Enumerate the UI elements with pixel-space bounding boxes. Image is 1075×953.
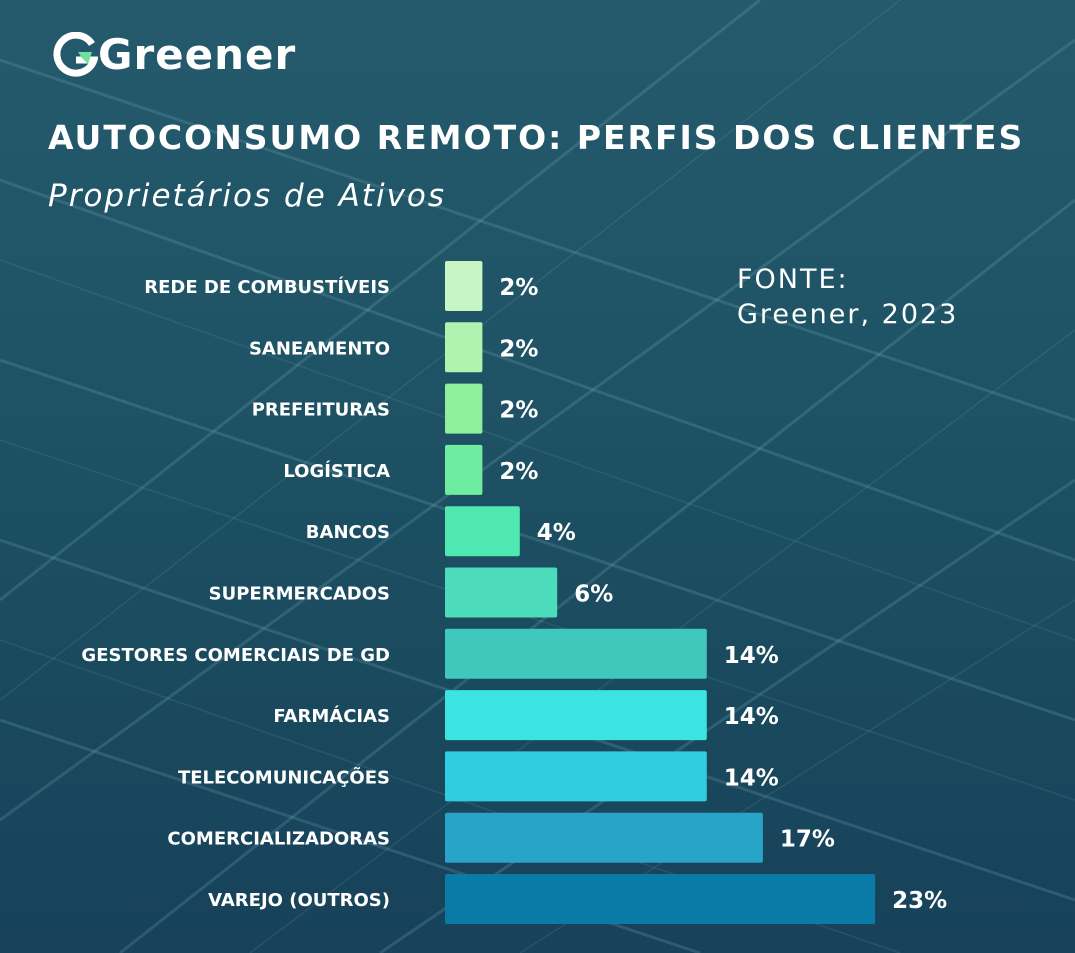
value-label-7: 14% [724, 704, 779, 730]
bar-2 [445, 383, 483, 434]
category-label-9: COMERCIALIZADORAS [167, 829, 390, 850]
greener-logo-icon [53, 32, 98, 77]
brand-name: Greener [98, 30, 297, 79]
bar-0 [445, 261, 483, 311]
bar-6 [445, 628, 707, 679]
value-label-2: 2% [499, 398, 538, 424]
brand-logo: Greener [52, 30, 296, 80]
category-label-7: FARMÁCIAS [273, 705, 390, 727]
value-label-8: 14% [724, 765, 779, 791]
bar-9 [445, 812, 763, 863]
category-label-0: REDE DE COMBUSTÍVEIS [144, 276, 390, 298]
value-label-4: 4% [537, 520, 576, 546]
chart-subtitle: Proprietários de Ativos [48, 178, 447, 214]
value-label-1: 2% [499, 336, 538, 362]
category-label-3: LOGÍSTICA [283, 460, 390, 482]
value-label-9: 17% [780, 827, 835, 853]
bar-5 [445, 567, 558, 618]
source-label: FONTE: [737, 264, 849, 295]
value-label-0: 2% [499, 275, 538, 301]
category-label-4: BANCOS [306, 522, 390, 543]
category-label-8: TELECOMUNICAÇÕES [178, 765, 390, 788]
bar-7 [445, 690, 707, 741]
value-label-6: 14% [724, 643, 779, 669]
bar-4 [445, 506, 520, 557]
bar-10 [445, 874, 876, 924]
category-label-1: SANEAMENTO [249, 338, 390, 359]
category-label-6: GESTORES COMERCIAIS DE GD [81, 645, 390, 666]
chart-title: AUTOCONSUMO REMOTO: PERFIS DOS CLIENTES [48, 118, 1025, 157]
source-note: FONTE: Greener, 2023 [737, 262, 958, 332]
category-label-5: SUPERMERCADOS [209, 584, 390, 605]
value-label-5: 6% [574, 582, 613, 608]
value-label-10: 23% [892, 888, 947, 914]
category-label-10: VAREJO (OUTROS) [208, 890, 390, 911]
bar-1 [445, 322, 483, 373]
bar-3 [445, 444, 483, 495]
bar-8 [445, 751, 707, 802]
category-label-2: PREFEITURAS [252, 400, 390, 421]
source-value: Greener, 2023 [737, 299, 959, 330]
value-label-3: 2% [499, 459, 538, 485]
